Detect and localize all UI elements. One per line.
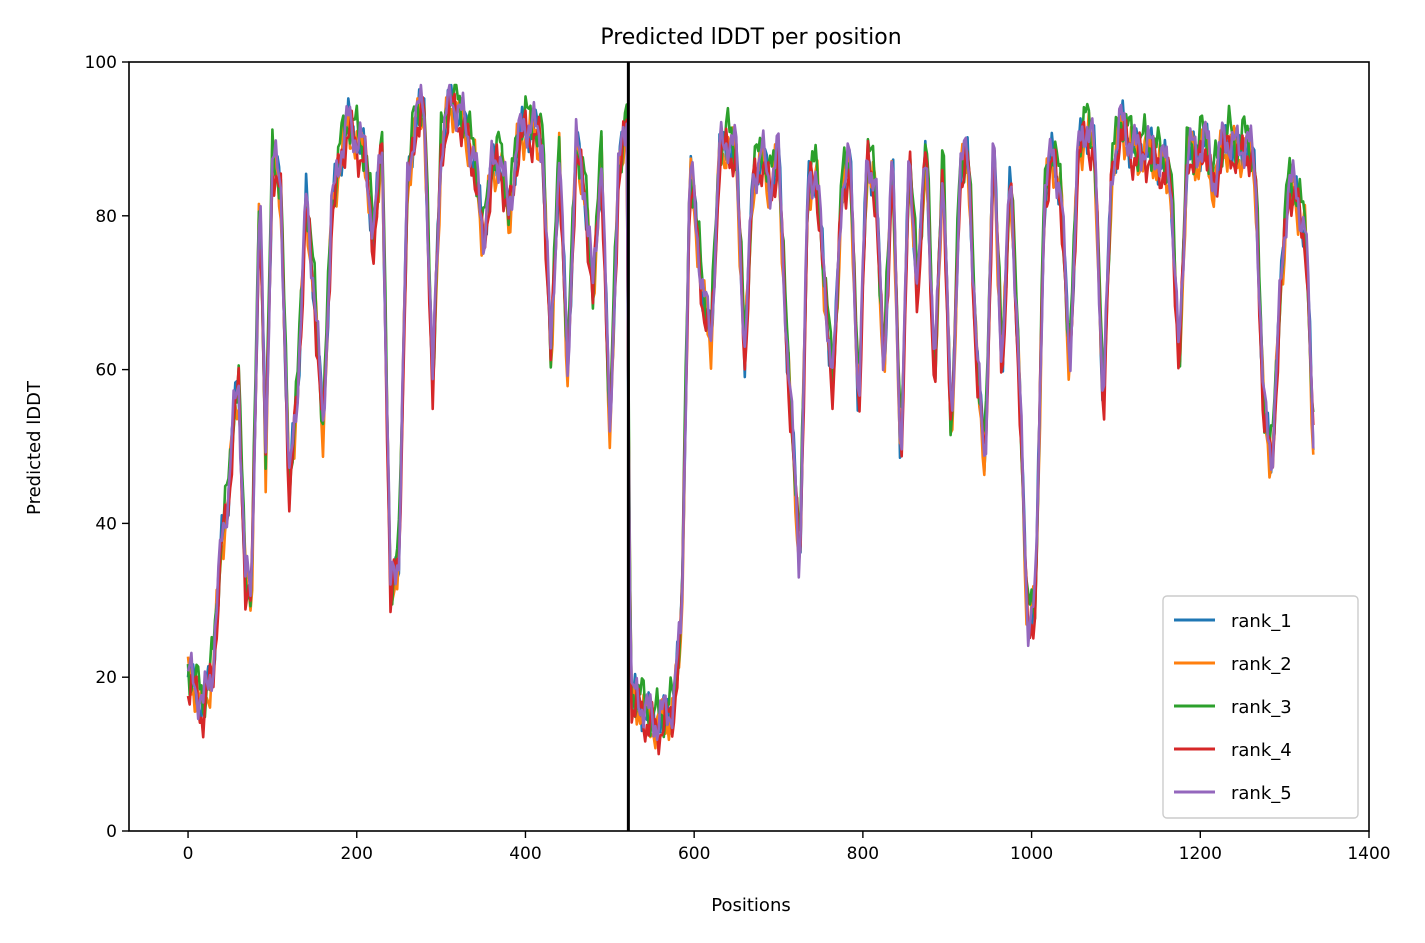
series-line-rank_5 (186, 83, 1315, 742)
plot-lines (186, 62, 1315, 831)
y-tick-label: 20 (95, 668, 117, 688)
series-line-rank_3 (186, 83, 1315, 739)
x-tick-label: 600 (678, 844, 710, 864)
legend: rank_1 rank_2 rank_3 rank_4 rank_5 (1162, 595, 1359, 819)
chart-title: Predicted lDDT per position (600, 25, 901, 50)
series-line-rank_1 (186, 83, 1315, 744)
legend-label-rank_3: rank_3 (1231, 697, 1292, 718)
y-tick-label: 60 (95, 361, 117, 381)
legend-label-rank_4: rank_4 (1231, 740, 1292, 761)
y-tick-label: 0 (106, 822, 117, 842)
axes: 0 200 400 600 800 1000 1200 1400 0 20 40 60 80 100 (85, 53, 1391, 864)
plot-frame (128, 61, 1370, 832)
x-tick-label: 1400 (1347, 844, 1390, 864)
x-tick-label: 1000 (1010, 844, 1053, 864)
x-tick-label: 400 (509, 844, 541, 864)
y-axis-label: Predicted lDDT (24, 380, 45, 515)
x-tick-label: 1200 (1179, 844, 1222, 864)
legend-box (1162, 595, 1359, 819)
legend-label-rank_2: rank_2 (1231, 654, 1292, 675)
x-tick-label: 0 (183, 844, 194, 864)
y-tick-label: 40 (95, 514, 117, 534)
x-tick-label: 200 (341, 844, 373, 864)
y-tick-label: 80 (95, 207, 117, 227)
y-tick-label: 100 (85, 53, 117, 73)
legend-label-rank_5: rank_5 (1231, 783, 1292, 804)
x-axis-label: Positions (711, 895, 790, 916)
x-tick-label: 800 (847, 844, 879, 864)
legend-label-rank_1: rank_1 (1231, 611, 1292, 632)
